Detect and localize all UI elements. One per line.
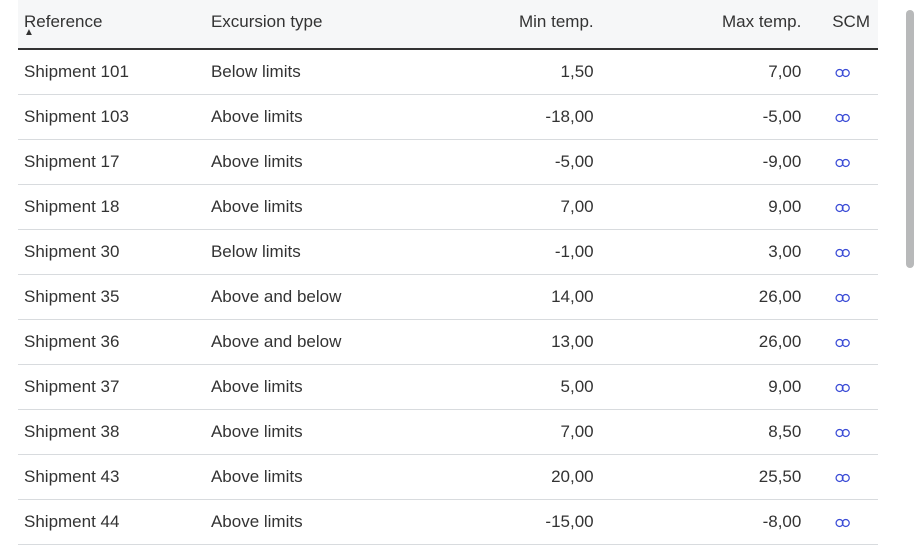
- scm-link-icon[interactable]: [834, 467, 852, 486]
- table-body: Shipment 101Below limits1,507,00Shipment…: [18, 49, 878, 545]
- cell-reference: Shipment 37: [18, 365, 205, 410]
- cell-reference: Shipment 18: [18, 185, 205, 230]
- cell-excursion-type: Above and below: [205, 320, 413, 365]
- cell-excursion-type: Below limits: [205, 49, 413, 95]
- cell-max-temp: 8,50: [600, 410, 808, 455]
- cell-min-temp: 5,00: [413, 365, 600, 410]
- cell-reference: Shipment 101: [18, 49, 205, 95]
- cell-scm: [807, 95, 878, 140]
- cell-min-temp: -1,00: [413, 230, 600, 275]
- cell-excursion-type: Above limits: [205, 140, 413, 185]
- cell-excursion-type: Above and below: [205, 275, 413, 320]
- cell-min-temp: 20,00: [413, 455, 600, 500]
- table-row[interactable]: Shipment 30Below limits-1,003,00: [18, 230, 878, 275]
- cell-max-temp: -5,00: [600, 95, 808, 140]
- cell-max-temp: 9,00: [600, 365, 808, 410]
- shipments-table-container: Reference ▲ Excursion type Min temp. Max…: [0, 0, 896, 552]
- cell-scm: [807, 230, 878, 275]
- table-row[interactable]: Shipment 35Above and below14,0026,00: [18, 275, 878, 320]
- table-row[interactable]: Shipment 36Above and below13,0026,00: [18, 320, 878, 365]
- scm-link-icon[interactable]: [834, 512, 852, 531]
- table-row[interactable]: Shipment 103Above limits-18,00-5,00: [18, 95, 878, 140]
- col-header-label: Reference: [24, 12, 102, 31]
- scm-link-icon[interactable]: [834, 62, 852, 81]
- cell-excursion-type: Above limits: [205, 95, 413, 140]
- cell-reference: Shipment 35: [18, 275, 205, 320]
- col-header-min-temp[interactable]: Min temp.: [413, 0, 600, 49]
- cell-max-temp: 7,00: [600, 49, 808, 95]
- cell-max-temp: 3,00: [600, 230, 808, 275]
- cell-scm: [807, 275, 878, 320]
- cell-excursion-type: Below limits: [205, 230, 413, 275]
- cell-scm: [807, 320, 878, 365]
- cell-min-temp: 13,00: [413, 320, 600, 365]
- col-header-label: Min temp.: [519, 12, 594, 31]
- cell-min-temp: -15,00: [413, 500, 600, 545]
- cell-reference: Shipment 38: [18, 410, 205, 455]
- cell-reference: Shipment 30: [18, 230, 205, 275]
- cell-max-temp: 25,50: [600, 455, 808, 500]
- table-row[interactable]: Shipment 43Above limits20,0025,50: [18, 455, 878, 500]
- cell-excursion-type: Above limits: [205, 455, 413, 500]
- col-header-max-temp[interactable]: Max temp.: [600, 0, 808, 49]
- cell-excursion-type: Above limits: [205, 500, 413, 545]
- cell-min-temp: -5,00: [413, 140, 600, 185]
- cell-min-temp: 1,50: [413, 49, 600, 95]
- cell-max-temp: 26,00: [600, 275, 808, 320]
- col-header-label: Excursion type: [211, 12, 323, 31]
- cell-scm: [807, 185, 878, 230]
- table-row[interactable]: Shipment 37Above limits5,009,00: [18, 365, 878, 410]
- col-header-scm[interactable]: SCM: [807, 0, 878, 49]
- cell-max-temp: 26,00: [600, 320, 808, 365]
- scm-link-icon[interactable]: [834, 287, 852, 306]
- cell-excursion-type: Above limits: [205, 410, 413, 455]
- col-header-reference[interactable]: Reference ▲: [18, 0, 205, 49]
- cell-min-temp: 7,00: [413, 185, 600, 230]
- col-header-label: SCM: [832, 12, 870, 31]
- scm-link-icon[interactable]: [834, 377, 852, 396]
- cell-max-temp: -9,00: [600, 140, 808, 185]
- cell-max-temp: -8,00: [600, 500, 808, 545]
- cell-scm: [807, 49, 878, 95]
- cell-scm: [807, 140, 878, 185]
- table-row[interactable]: Shipment 18Above limits7,009,00: [18, 185, 878, 230]
- cell-reference: Shipment 44: [18, 500, 205, 545]
- cell-min-temp: 14,00: [413, 275, 600, 320]
- scm-link-icon[interactable]: [834, 422, 852, 441]
- table-row[interactable]: Shipment 101Below limits1,507,00: [18, 49, 878, 95]
- table-row[interactable]: Shipment 44Above limits-15,00-8,00: [18, 500, 878, 545]
- col-header-label: Max temp.: [722, 12, 801, 31]
- table-row[interactable]: Shipment 38Above limits7,008,50: [18, 410, 878, 455]
- cell-scm: [807, 500, 878, 545]
- scm-link-icon[interactable]: [834, 107, 852, 126]
- cell-scm: [807, 455, 878, 500]
- scm-link-icon[interactable]: [834, 332, 852, 351]
- cell-reference: Shipment 43: [18, 455, 205, 500]
- scm-link-icon[interactable]: [834, 152, 852, 171]
- cell-reference: Shipment 103: [18, 95, 205, 140]
- cell-min-temp: 7,00: [413, 410, 600, 455]
- col-header-excursion-type[interactable]: Excursion type: [205, 0, 413, 49]
- scm-link-icon[interactable]: [834, 242, 852, 261]
- cell-scm: [807, 410, 878, 455]
- shipments-table: Reference ▲ Excursion type Min temp. Max…: [18, 0, 878, 545]
- cell-reference: Shipment 36: [18, 320, 205, 365]
- cell-min-temp: -18,00: [413, 95, 600, 140]
- cell-scm: [807, 365, 878, 410]
- cell-max-temp: 9,00: [600, 185, 808, 230]
- scrollbar-thumb[interactable]: [906, 10, 914, 268]
- cell-excursion-type: Above limits: [205, 185, 413, 230]
- scm-link-icon[interactable]: [834, 197, 852, 216]
- table-header-row: Reference ▲ Excursion type Min temp. Max…: [18, 0, 878, 49]
- cell-excursion-type: Above limits: [205, 365, 413, 410]
- table-row[interactable]: Shipment 17Above limits-5,00-9,00: [18, 140, 878, 185]
- cell-reference: Shipment 17: [18, 140, 205, 185]
